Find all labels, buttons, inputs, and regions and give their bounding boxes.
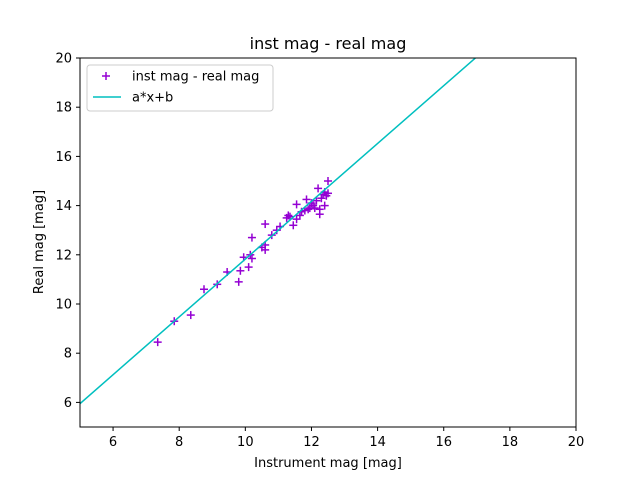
data-point xyxy=(244,263,253,272)
data-point xyxy=(234,277,243,286)
data-point xyxy=(302,195,311,204)
data-point xyxy=(261,220,270,229)
legend-item: a*x+b xyxy=(93,91,173,106)
data-point xyxy=(247,254,256,263)
x-axis-label: Instrument mag [mag] xyxy=(254,456,402,471)
data-point xyxy=(320,201,329,210)
data-point xyxy=(315,210,324,219)
y-tick-label: 18 xyxy=(55,101,72,116)
data-point xyxy=(317,194,326,203)
legend-label: a*x+b xyxy=(132,91,173,106)
data-point xyxy=(324,177,332,185)
y-tick-label: 20 xyxy=(55,52,72,67)
x-tick-label: 14 xyxy=(369,435,386,450)
y-axis-label: Real mag [mag] xyxy=(32,190,47,294)
data-point xyxy=(236,266,245,275)
legend-label: inst mag - real mag xyxy=(132,70,259,85)
data-point xyxy=(200,285,208,294)
y-axis: 6 8 10 12 14 16 18 20 xyxy=(55,52,80,411)
x-tick-label: 20 xyxy=(568,435,585,450)
x-tick-label: 12 xyxy=(303,435,320,450)
data-point xyxy=(247,233,256,242)
data-point xyxy=(292,200,301,209)
data-point xyxy=(312,196,321,205)
data-point xyxy=(289,221,298,230)
y-tick-label: 12 xyxy=(55,248,72,263)
y-tick-label: 16 xyxy=(55,150,72,165)
data-point xyxy=(324,189,332,198)
data-point xyxy=(314,184,323,193)
y-tick-label: 14 xyxy=(55,199,72,214)
data-point xyxy=(295,211,304,220)
plot-frame xyxy=(79,57,577,428)
x-tick-label: 16 xyxy=(435,435,452,450)
fit-line xyxy=(80,58,477,405)
y-tick-label: 6 xyxy=(64,396,72,411)
x-tick-label: 10 xyxy=(237,435,254,450)
x-tick-label: 8 xyxy=(175,435,183,450)
plot-area xyxy=(80,58,477,405)
x-tick-label: 6 xyxy=(109,435,117,450)
data-point xyxy=(304,205,313,214)
chart-title: inst mag - real mag xyxy=(250,34,407,53)
data-point xyxy=(186,311,195,320)
legend-box xyxy=(86,64,274,112)
legend-item: inst mag - real mag xyxy=(102,70,259,85)
legend: inst mag - real mag a*x+b xyxy=(86,64,274,112)
y-tick-label: 8 xyxy=(64,347,72,362)
data-point xyxy=(310,204,319,213)
data-point xyxy=(284,211,293,220)
data-point xyxy=(153,338,162,347)
y-tick-label: 10 xyxy=(55,298,72,313)
x-tick-label: 18 xyxy=(502,435,519,450)
x-axis: 6 8 10 12 14 16 18 20 xyxy=(109,427,584,450)
